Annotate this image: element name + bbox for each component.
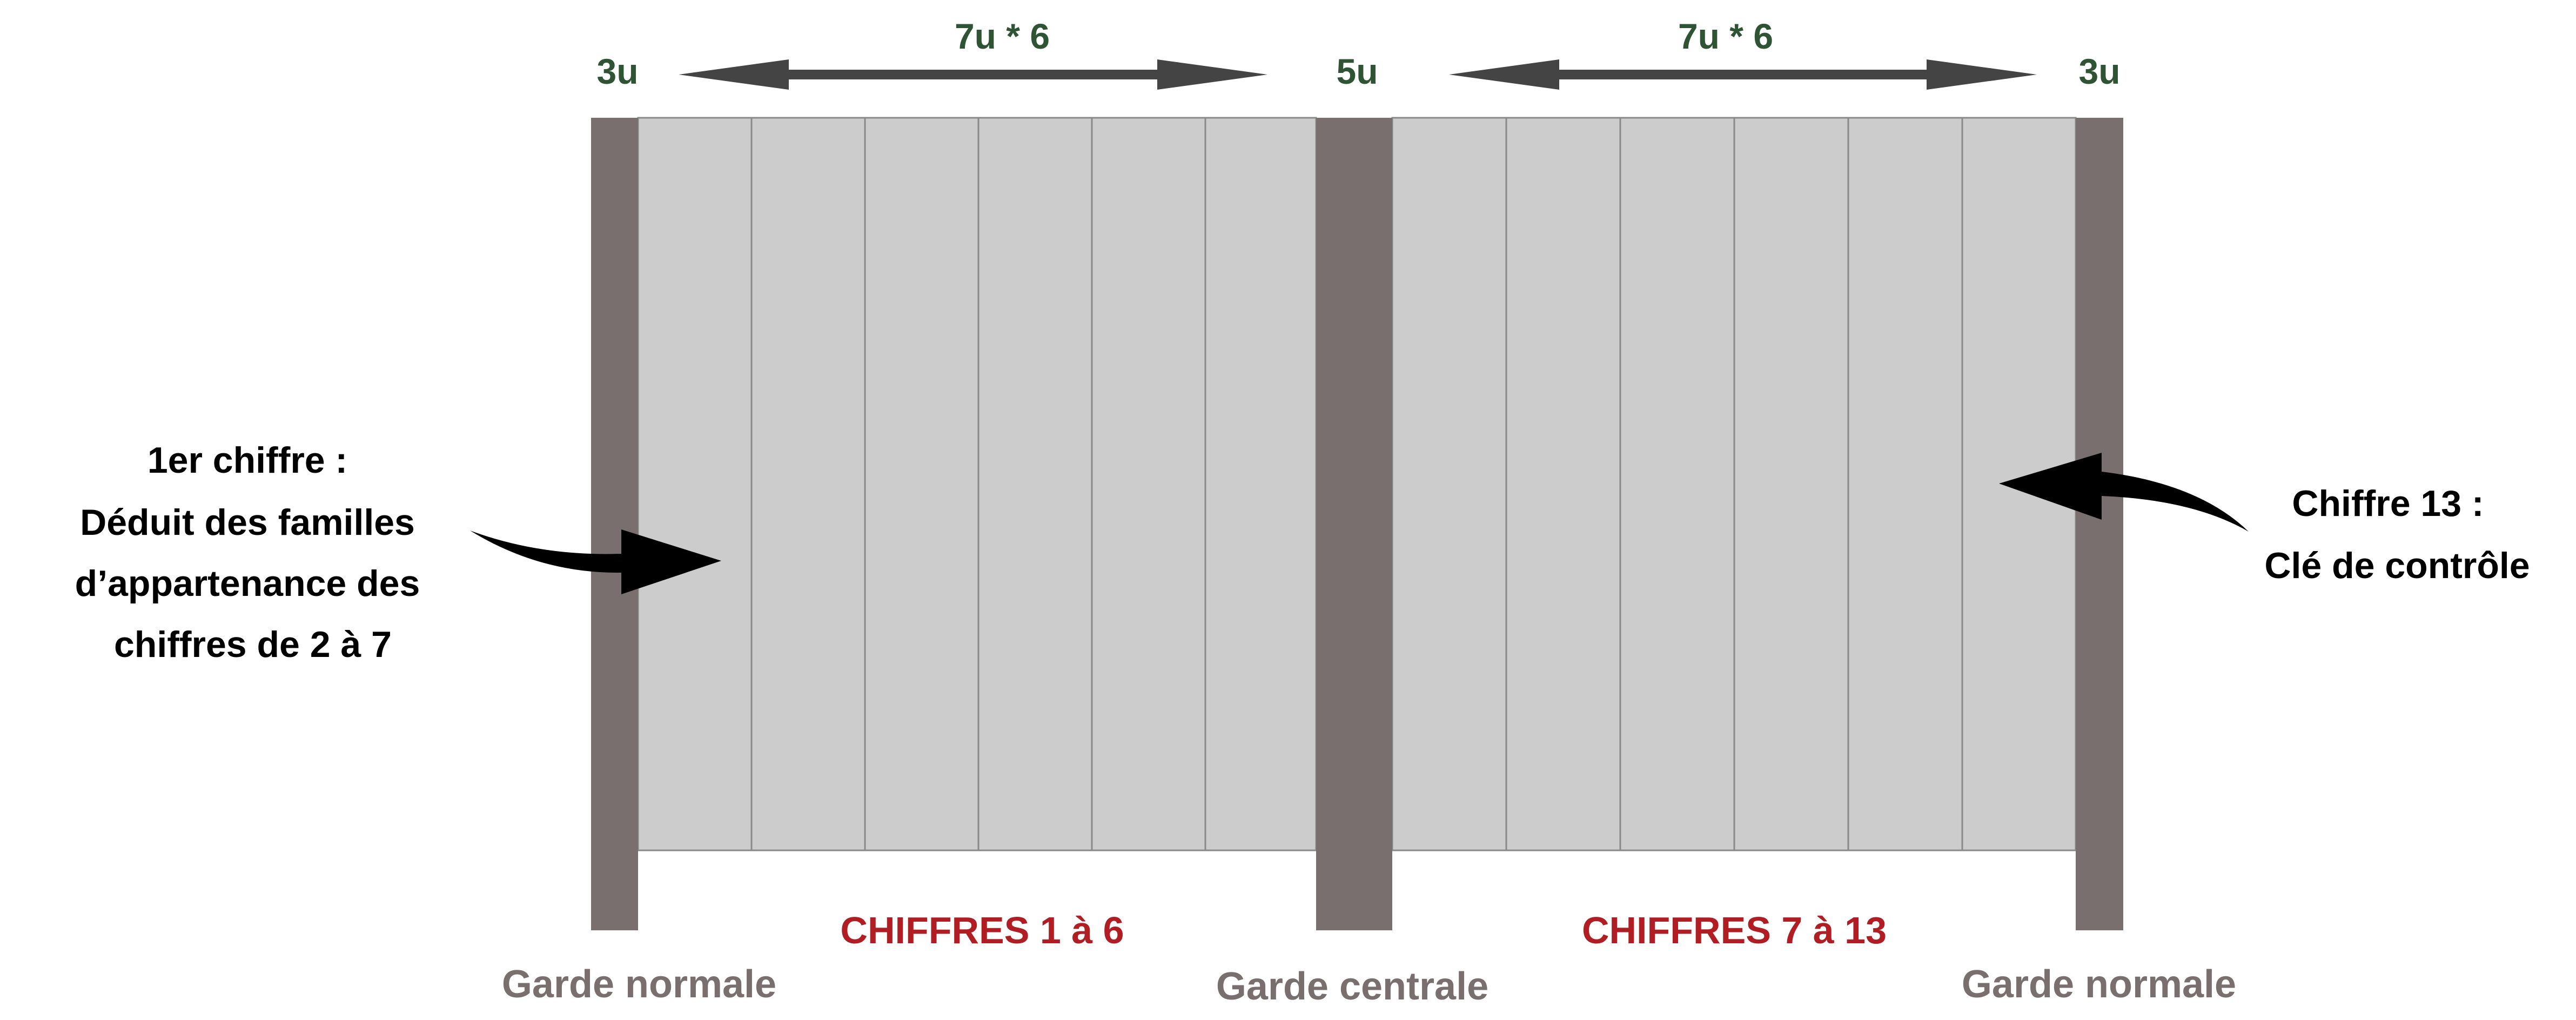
annotation-line: d’appartenance des [75,563,420,604]
right-digit-group [1391,117,2077,851]
center-guard-bar [1316,118,1392,930]
right-guard-label: Garde normale [1962,963,2236,1006]
right-guard-width-label: 3u [2078,51,2120,91]
digit-bar [864,117,980,851]
digit-bar [1619,117,1735,851]
digit-bar [637,117,753,851]
left-guard-width-label: 3u [596,51,638,91]
arrow-right-icon [1927,59,2037,90]
digit-bar [1505,117,1621,851]
center-guard-width-label: 5u [1336,51,1378,91]
arrow-left-icon [679,59,789,90]
digit-bar [750,117,866,851]
digit-bar [1847,117,1963,851]
curved-arrow-left-icon [1999,453,2249,532]
left-guard-bar [591,118,638,930]
annotation-line: Chiffre 13 : [2292,483,2484,524]
annotation-line: 1er chiffre : [147,440,347,481]
left-section-label: CHIFFRES 1 à 6 [840,909,1124,951]
right-section-label: CHIFFRES 7 à 13 [1582,909,1887,951]
arrow-left-icon [1449,59,1559,90]
digit-bar [1091,117,1206,851]
first-digit-annotation: 1er chiffre : Déduit des familles d’appa… [75,440,420,665]
check-digit-annotation: Chiffre 13 : Clé de contrôle [2264,483,2530,586]
digit-bar [977,117,1093,851]
digit-bar [1391,117,1507,851]
digit-bar [1733,117,1849,851]
digit-bar [1204,117,1317,851]
center-guard-label: Garde centrale [1216,965,1488,1008]
left-digit-group [637,117,1317,851]
annotation-line: Déduit des familles [80,502,415,543]
left-guard-label: Garde normale [502,963,776,1006]
curved-arrow-right-icon [470,529,721,594]
annotation-line: Clé de contrôle [2264,545,2530,586]
annotation-line: chiffres de 2 à 7 [114,624,392,665]
right-dimension-arrow [1449,59,2037,90]
right-digits-width-label: 7u * 6 [1678,16,1773,56]
arrow-right-icon [1157,59,1267,90]
right-guard-bar [2076,118,2123,930]
left-digits-width-label: 7u * 6 [955,16,1050,56]
left-dimension-arrow [679,59,1267,90]
